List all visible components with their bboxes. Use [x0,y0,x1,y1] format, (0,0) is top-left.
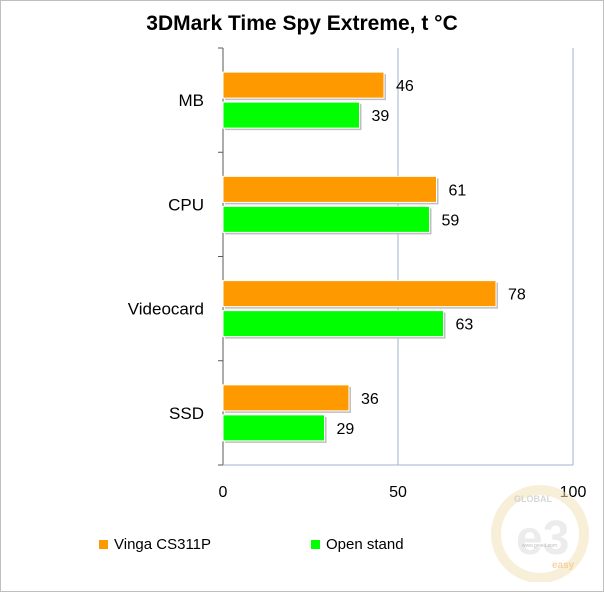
bar-videocard-series-1 [222,280,497,308]
x-tick-label-50: 50 [389,484,407,501]
legend-swatch-series-2 [311,540,320,549]
value-label-cpu-series-1: 61 [449,182,467,199]
category-label-videocard: Videocard [128,300,204,319]
value-label-cpu-series-2: 59 [442,212,460,229]
bar-ssd-series-2 [222,414,325,442]
chart-title: 3DMark Time Spy Extreme, t °C [146,12,458,35]
legend-item-series-2: Open stand [311,536,404,553]
value-label-videocard-series-1: 78 [508,287,526,304]
bar-ssd-series-1 [222,384,350,412]
bar-cpu-series-2 [222,205,430,233]
bar-videocard-series-2 [222,310,444,338]
legend-label-series-2: Open stand [326,536,404,553]
category-label-ssd: SSD [169,404,204,423]
value-label-ssd-series-2: 29 [337,421,355,438]
watermark-global-text: GLOBAL [514,494,552,504]
watermark-big-text: e3 [516,512,569,565]
bar-mb-series-1 [222,71,385,99]
value-label-ssd-series-1: 36 [361,391,379,408]
watermark-logo: GLOBAL e3 easy www.geeid.com [491,485,589,582]
value-label-mb-series-1: 46 [396,78,414,95]
legend-swatch-series-1 [99,540,108,549]
legend-item-series-1: Vinga CS311P [99,536,211,553]
watermark-url-text: www.geeid.com [522,543,557,549]
legend: Vinga CS311P Open stand [0,536,604,556]
x-tick-label-0: 0 [219,484,228,501]
value-label-videocard-series-2: 63 [456,317,474,334]
category-label-cpu: CPU [168,195,204,214]
legend-label-series-1: Vinga CS311P [114,536,212,553]
bar-mb-series-2 [222,101,360,129]
category-label-mb: MB [179,91,205,110]
watermark-small-text: easy [552,560,575,571]
value-label-mb-series-2: 39 [372,108,390,125]
bar-cpu-series-1 [222,175,437,203]
